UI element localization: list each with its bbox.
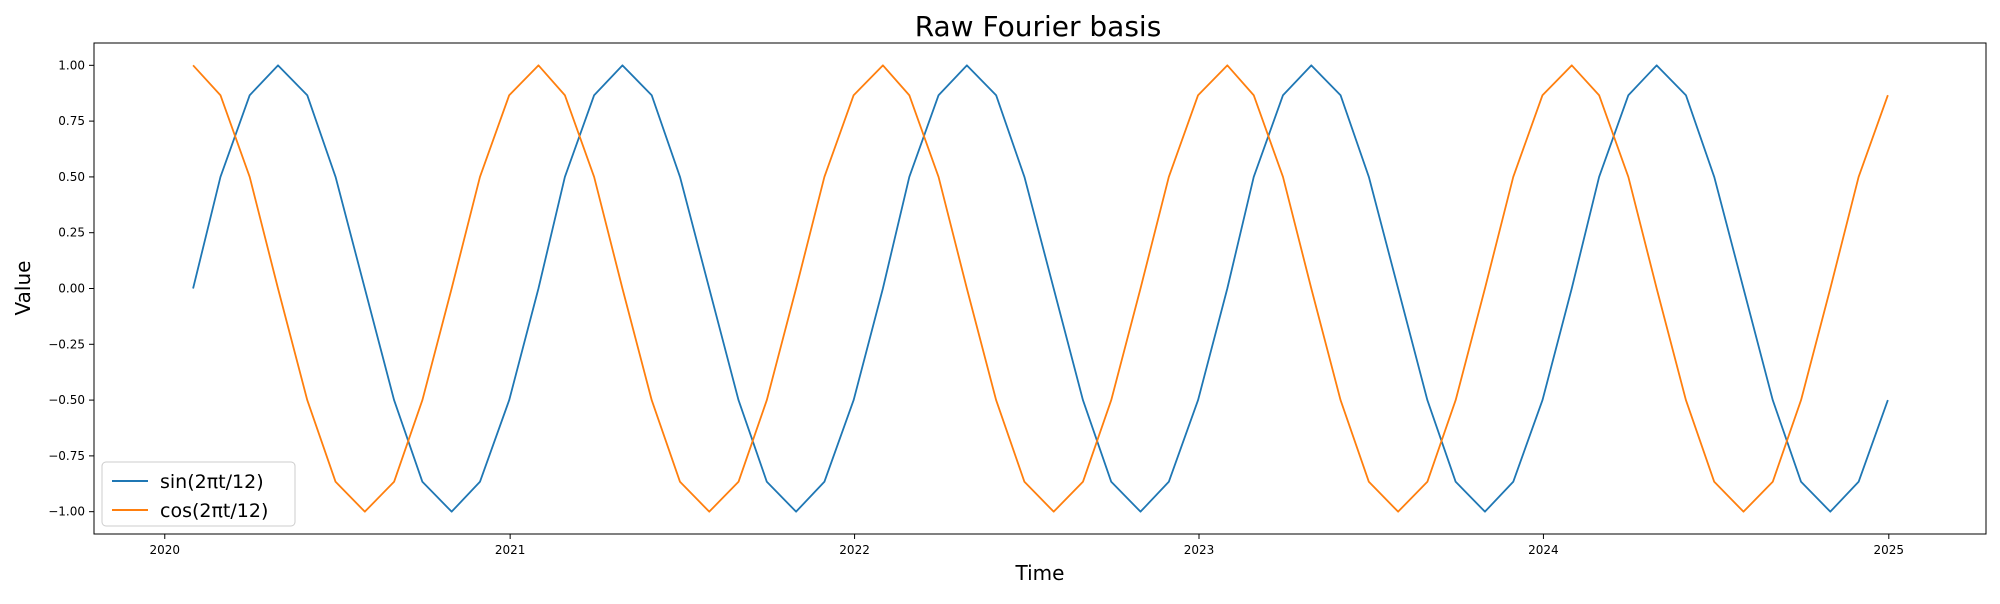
y-tick-label: 1.00	[58, 58, 85, 72]
legend-label: sin(2πt/12)	[160, 471, 264, 493]
y-tick-label: 0.50	[58, 170, 85, 184]
series-line-sin	[192, 64, 1889, 513]
x-tick-label: 2022	[839, 543, 870, 557]
legend-label: cos(2πt/12)	[160, 500, 268, 522]
x-tick-label: 2020	[149, 543, 180, 557]
x-tick-label: 2021	[495, 543, 526, 557]
y-tick-label: −1.00	[48, 505, 85, 519]
chart-title: Raw Fourier basis	[915, 10, 1162, 43]
x-axis: 2020 2021 2022 2023 2024 2025	[149, 534, 1904, 557]
legend-box	[101, 461, 296, 527]
legend: sin(2πt/12) cos(2πt/12)	[101, 461, 296, 527]
y-axis: 1.00 0.75 0.50 0.25 0.00 −0.25 −0.50 −0.75 −1.00	[48, 58, 94, 519]
y-tick-label: 0.00	[58, 282, 85, 296]
y-tick-label: 0.25	[58, 226, 85, 240]
plot-area	[93, 42, 1987, 535]
series-layer	[192, 64, 1889, 513]
series-line-cos	[192, 64, 1889, 513]
y-tick-label: −0.50	[48, 393, 85, 407]
x-tick-label: 2023	[1184, 543, 1215, 557]
y-tick-label: −0.25	[48, 337, 85, 351]
y-axis-label: Value	[11, 261, 35, 316]
y-tick-label: −0.75	[48, 449, 85, 463]
x-tick-label: 2025	[1874, 543, 1905, 557]
x-tick-label: 2024	[1528, 543, 1559, 557]
x-axis-label: Time	[1015, 561, 1065, 585]
y-tick-label: 0.75	[58, 114, 85, 128]
